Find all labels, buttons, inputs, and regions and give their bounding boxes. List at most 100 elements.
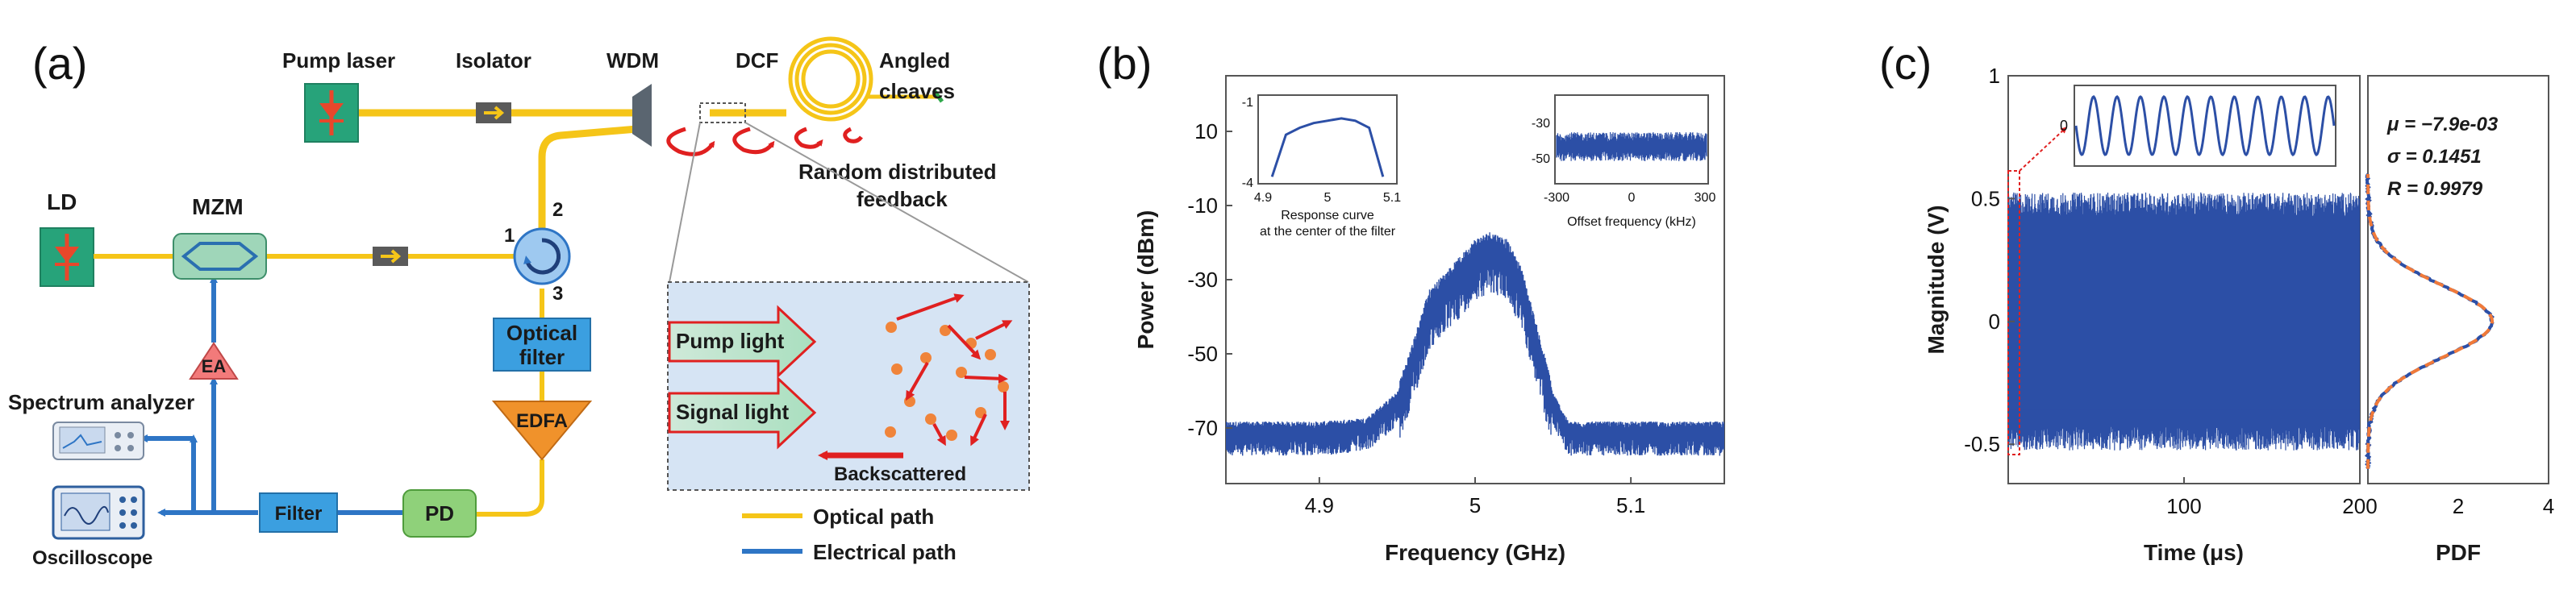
inset-left-xtick-0: 4.9 bbox=[1254, 191, 1272, 205]
inset-left-ytick-top: -1 bbox=[1242, 96, 1253, 110]
inset-right-ytick-bottom: -50 bbox=[1532, 152, 1550, 166]
inset-right-xtick-1: 0 bbox=[1628, 191, 1636, 205]
legend-optical-label: Optical path bbox=[813, 505, 934, 529]
x-tick-label: 4.9 bbox=[1305, 493, 1334, 517]
dcf-zoom-box bbox=[699, 102, 746, 123]
electrical-filter: Filter bbox=[259, 492, 338, 533]
port-3-label: 3 bbox=[552, 283, 563, 305]
wdm-label: WDM bbox=[606, 48, 659, 73]
laser-diode: LD bbox=[40, 189, 94, 287]
inset-left-xlabel-2: at the center of the filter bbox=[1260, 225, 1396, 239]
inset-sine-trace bbox=[2074, 95, 2336, 156]
panel-c-inset: 0 bbox=[2060, 85, 2336, 167]
spectrum-analyzer: Spectrum analyzer bbox=[8, 390, 194, 460]
noise-line bbox=[1556, 132, 1707, 161]
y-tick-label: -10 bbox=[1187, 193, 1218, 218]
inset-left-xlabel: Response curve bbox=[1281, 209, 1374, 222]
x-tick-label: 5.1 bbox=[1616, 493, 1645, 517]
x-tick-label: 100 bbox=[2166, 494, 2201, 518]
isolator-bottom bbox=[373, 247, 408, 266]
sine-line bbox=[2074, 95, 2336, 156]
optical-filter-label-1: Optical bbox=[506, 321, 577, 345]
y-tick-label: -0.5 bbox=[1964, 432, 2000, 456]
angled-cleaves-label-1: Angled bbox=[879, 48, 950, 73]
edfa-label: EDFA bbox=[516, 410, 568, 432]
photodetector: PD bbox=[402, 489, 477, 538]
wdm: WDM bbox=[606, 48, 659, 147]
panel-c-pdf-axes bbox=[2367, 75, 2549, 484]
edfa: EDFA bbox=[491, 401, 593, 461]
panel-c-pdf-curves bbox=[2364, 172, 2495, 471]
pd-label: PD bbox=[425, 501, 454, 525]
inset-right-noise-trace bbox=[1556, 132, 1707, 161]
dcf-coil bbox=[788, 36, 944, 122]
x-tick-label: 5 bbox=[1469, 493, 1481, 517]
inset-right-xtick-2: 300 bbox=[1694, 191, 1716, 205]
panel-b-xlabel: Frequency (GHz) bbox=[1385, 540, 1565, 565]
panel-b-inset-right: -30 -50 -300 0 300 Offset frequency (kHz… bbox=[1532, 94, 1716, 229]
panel-a: (a) bbox=[8, 36, 1030, 569]
filter-label: Filter bbox=[275, 503, 323, 525]
inset-left-response-curve bbox=[1270, 117, 1385, 177]
random-feedback-label-1: Random distributed bbox=[798, 160, 997, 184]
panel-b-ticks: 4.9 5 5.1 10 -10 -30 -50 -70 bbox=[1187, 119, 1645, 517]
circulator: 1 2 3 bbox=[504, 199, 571, 305]
panel-c-time-trace bbox=[2008, 192, 2360, 451]
random-feedback-label-2: feedback bbox=[857, 187, 948, 211]
scattering-inset: Pump light Signal light Backs bbox=[667, 281, 1030, 491]
angled-cleaves-label-2: cleaves bbox=[879, 79, 955, 103]
panel-c-zoom-arrow bbox=[2019, 127, 2067, 172]
response-line bbox=[1270, 117, 1385, 177]
ea-label: EA bbox=[202, 356, 227, 376]
optical-filter-label-2: filter bbox=[519, 345, 565, 369]
panel-b-spectrum-trace bbox=[1226, 232, 1724, 456]
panel-b-ylabel: Power (dBm) bbox=[1133, 210, 1158, 350]
y-tick-label: 1 bbox=[1989, 64, 2000, 88]
panel-c: (c) 0 100 200 1 0.5 0 -0.5 Time (μs) Magnitud… bbox=[1879, 38, 2554, 565]
isolator-top: Isolator bbox=[456, 48, 531, 123]
panel-c-ticks: 100 200 1 0.5 0 -0.5 bbox=[1964, 64, 2378, 518]
panel-b: (b) 4.9 5 5.110-10-30-50-70 Frequency (GHz… bbox=[1097, 38, 1725, 565]
y-tick-label: 0 bbox=[1989, 309, 2000, 334]
panel-a-tag: (a) bbox=[32, 38, 87, 89]
y-tick-label: -70 bbox=[1187, 416, 1218, 440]
zoom-line-left bbox=[669, 122, 701, 283]
pdf-xtick-2: 2 bbox=[2453, 494, 2464, 518]
inset-left-ytick-bottom: -4 bbox=[1242, 177, 1253, 190]
port-1-label: 1 bbox=[504, 225, 515, 247]
y-tick-label: 10 bbox=[1194, 119, 1218, 143]
oscilloscope: Oscilloscope bbox=[32, 485, 152, 569]
pdf-sigma-stat: σ = 0.1451 bbox=[2387, 146, 2482, 168]
oscilloscope-label: Oscilloscope bbox=[32, 547, 152, 569]
ld-label: LD bbox=[47, 189, 77, 214]
signal-light-label: Signal light bbox=[676, 400, 789, 424]
isolator-label: Isolator bbox=[456, 48, 531, 73]
pdf-xlabel: PDF bbox=[2436, 540, 2481, 565]
panel-c-tag: (c) bbox=[1879, 38, 1932, 89]
panel-b-tag: (b) bbox=[1097, 38, 1152, 89]
x-tick-label: 200 bbox=[2342, 494, 2377, 518]
pdf-mu-stat: μ = −7.9e-03 bbox=[2386, 114, 2499, 135]
y-tick-label: -50 bbox=[1187, 342, 1218, 366]
y-tick-label: 0.5 bbox=[1971, 186, 2000, 210]
panel-b-inset-left: -1 -4 4.9 5 5.1 Response curve at the ce… bbox=[1242, 94, 1401, 239]
panel-c-ylabel: Magnitude (V) bbox=[1924, 205, 1949, 354]
backscattered-label: Backscattered bbox=[834, 463, 966, 485]
mzm-label: MZM bbox=[192, 194, 244, 219]
pdf-r-stat: R = 0.9979 bbox=[2387, 178, 2483, 200]
inset-left-xtick-2: 5.1 bbox=[1383, 191, 1401, 205]
path-legend: Optical path Electrical path bbox=[742, 505, 957, 564]
optical-filter: Optical filter bbox=[493, 318, 591, 372]
y-tick-label: -30 bbox=[1187, 268, 1218, 292]
scatter-particles bbox=[885, 322, 1009, 441]
spectrum-analyzer-label: Spectrum analyzer bbox=[8, 390, 194, 414]
ea-amplifier: EA bbox=[189, 342, 239, 380]
backscatter-curls bbox=[666, 127, 863, 156]
legend-electrical-label: Electrical path bbox=[813, 540, 957, 564]
scatter-arrows bbox=[896, 293, 1013, 447]
inset-ytick-0: 0 bbox=[2060, 118, 2068, 134]
zoom-line-right bbox=[744, 122, 1029, 283]
inset-right-xtick-0: -300 bbox=[1544, 191, 1569, 205]
